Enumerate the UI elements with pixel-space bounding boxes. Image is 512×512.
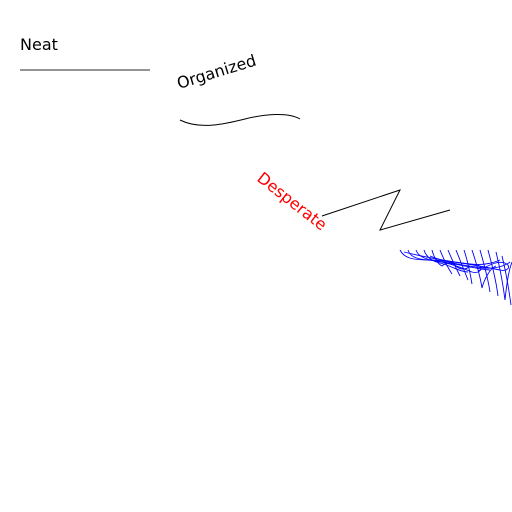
label-neat: Neat [20, 35, 58, 54]
blue-scribble [399, 249, 512, 306]
label-organized: Organized [175, 51, 259, 93]
label-desperate: Desperate [254, 168, 331, 234]
desperate-zigzag-line [321, 189, 451, 231]
organized-wavy-line [179, 114, 301, 126]
